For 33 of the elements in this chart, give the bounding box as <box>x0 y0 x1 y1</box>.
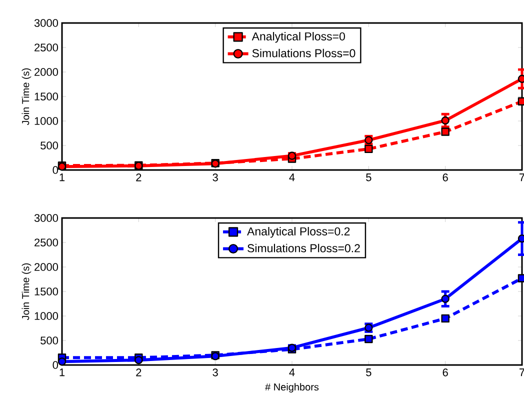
y-tick-label: 2000 <box>34 68 58 76</box>
y-tick-label: 2500 <box>34 238 58 246</box>
x-tick-label: 6 <box>442 368 448 376</box>
y-tick-label: 1500 <box>34 288 58 296</box>
legend-label: Analytical Ploss=0 <box>252 32 345 43</box>
y-tick-label: 0 <box>52 361 58 369</box>
y-tick-label: 1500 <box>34 92 58 100</box>
x-tick-label: 6 <box>442 174 448 182</box>
y-tick-label: 2500 <box>34 44 58 52</box>
y-tick-label: 0 <box>52 166 58 174</box>
x-tick-label: 2 <box>136 174 142 182</box>
x-tick-label: 1 <box>60 368 65 376</box>
y-axis-title: Join Time (s) <box>22 263 32 320</box>
x-tick-label: 1 <box>60 174 65 182</box>
y-tick-label: 1000 <box>34 117 58 125</box>
y-tick-label: 1000 <box>34 312 58 320</box>
x-tick-label: 3 <box>212 368 218 376</box>
y-tick-label: 2000 <box>34 263 58 271</box>
x-tick-label: 4 <box>289 174 295 182</box>
y-tick-label: 500 <box>40 142 58 150</box>
x-tick-label: 5 <box>366 368 372 376</box>
legend-label: Simulations Ploss=0.2 <box>248 244 360 252</box>
x-tick-label: 5 <box>366 174 372 182</box>
y-tick-label: 3000 <box>34 214 58 222</box>
y-axis-title: Join Time (s) <box>22 68 32 126</box>
legend-label: Analytical Ploss=0.2 <box>247 227 350 238</box>
x-tick-label: 4 <box>289 368 295 376</box>
x-axis-title: # Neighbors <box>265 383 319 393</box>
y-tick-label: 3000 <box>34 19 58 27</box>
legend-label: Simulations Ploss=0 <box>252 48 356 58</box>
x-tick-label: 2 <box>136 368 142 376</box>
x-tick-label: 3 <box>212 174 218 182</box>
y-tick-label: 500 <box>40 336 58 344</box>
